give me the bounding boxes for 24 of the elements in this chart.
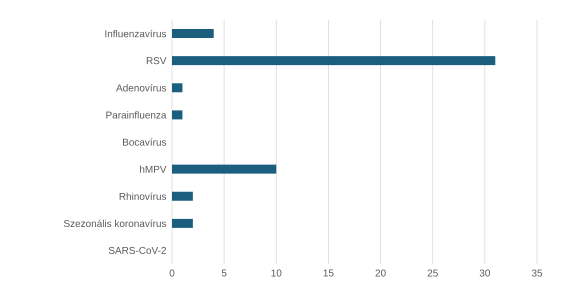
x-tick-label: 35: [532, 270, 542, 277]
x-tick-label: 10: [272, 270, 282, 277]
bar: [172, 192, 193, 201]
bar: [172, 218, 193, 228]
x-tick-label: 25: [428, 270, 438, 277]
x-tick-label: 5: [222, 270, 226, 276]
bar: [172, 110, 182, 120]
x-tick-label: 30: [480, 270, 490, 277]
bar: [172, 83, 182, 92]
y-tick-label: Adenovírus: [116, 84, 166, 92]
y-tick-label: Bocavírus: [122, 138, 166, 146]
y-tick-label: Rhinovírus: [120, 192, 166, 200]
bar: [172, 164, 276, 174]
y-tick-label: SARS-CoV-2: [108, 246, 166, 254]
bar: [172, 29, 214, 38]
y-tick-label: Szezonális koronavírus: [64, 220, 166, 228]
y-tick-label: hMPV: [140, 166, 166, 173]
bar: [172, 56, 496, 66]
y-tick-label: Influenzavírus: [105, 30, 166, 38]
x-tick-label: 15: [324, 270, 334, 276]
y-tick-label: Parainfluenza: [106, 111, 166, 119]
x-tick-label: 20: [376, 270, 386, 277]
y-tick-label: RSV: [146, 57, 166, 64]
x-tick-label: 0: [170, 270, 174, 277]
